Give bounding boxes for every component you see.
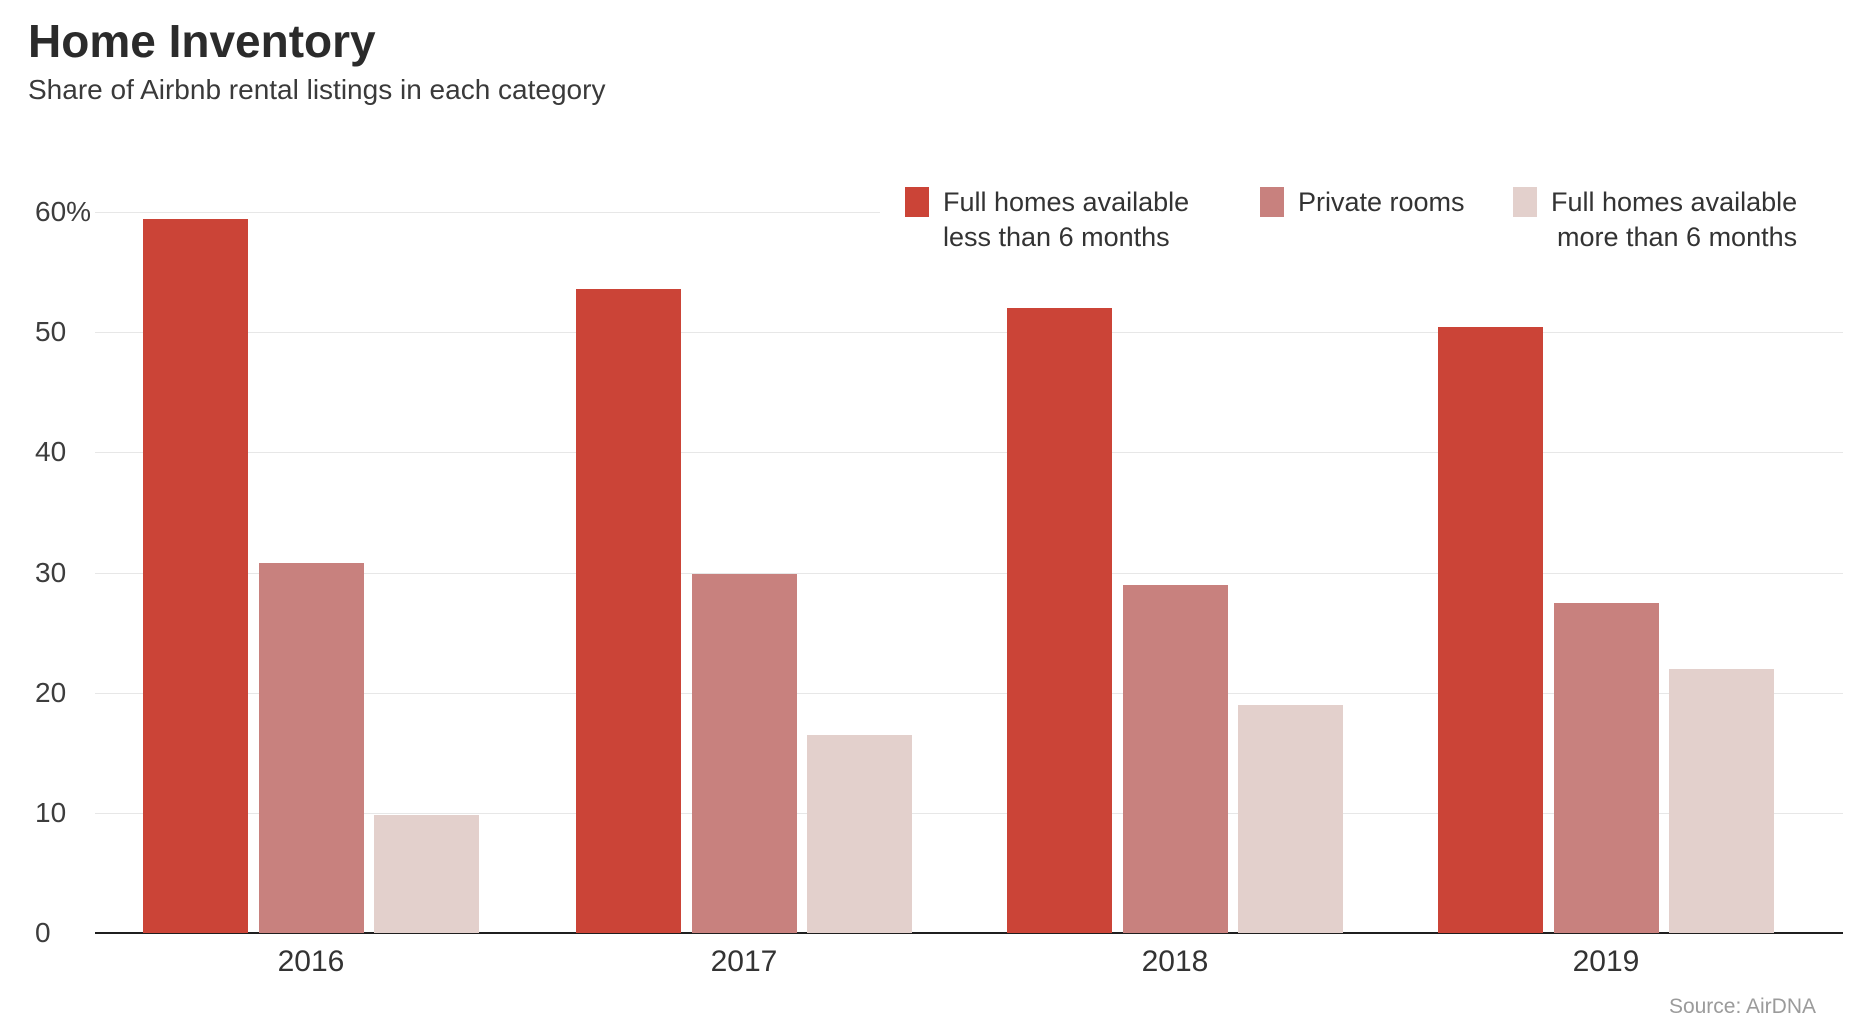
y-tick-label-60: 60% (35, 196, 92, 227)
y-tick-label-30: 30 (35, 556, 67, 588)
bar-2017-series-0 (576, 288, 681, 933)
bar-2019-series-2 (1669, 668, 1774, 933)
legend-item-full-homes-gt6: Full homes available more than 6 months (1513, 185, 1797, 255)
bar-2018-series-0 (1007, 308, 1112, 933)
bar-2017-series-1 (691, 573, 797, 933)
y-tick-label-40: 40 (35, 436, 67, 468)
x-axis-line (95, 932, 1843, 934)
y-tick-label-50: 50 (35, 316, 67, 348)
legend-item-full-homes-lt6: Full homes available less than 6 months (905, 185, 1260, 255)
x-axis-label-2019: 2019 (1572, 945, 1640, 978)
legend-label-full-homes-lt6: Full homes available less than 6 months (943, 185, 1189, 255)
legend-label-line: less than 6 months (943, 222, 1170, 252)
bar-2018-series-1 (1122, 584, 1228, 933)
bar-2016-series-2 (374, 815, 479, 933)
y-tick-label-20: 20 (35, 676, 67, 708)
legend-label-line: Full homes available (943, 187, 1190, 217)
gridline-10 (95, 812, 1843, 814)
legend: Full homes available less than 6 months … (905, 185, 1852, 255)
chart-subtitle: Share of Airbnb rental listings in each … (28, 74, 606, 105)
x-axis-label-2017: 2017 (710, 945, 778, 978)
bar-2018-series-2 (1238, 704, 1343, 933)
y-tick-label-10: 10 (35, 796, 67, 828)
legend-label-full-homes-gt6: Full homes available more than 6 months (1551, 185, 1797, 255)
gridline-20 (95, 692, 1843, 694)
gridline-50 (95, 332, 1843, 334)
legend-item-private-rooms: Private rooms (1260, 185, 1513, 220)
bar-2017-series-2 (807, 734, 912, 933)
bar-2016-series-0 (143, 219, 248, 933)
bar-2019-series-1 (1553, 602, 1659, 933)
legend-swatch-rose (1260, 187, 1284, 217)
gridline-30 (95, 572, 1843, 574)
bar-2019-series-0 (1438, 327, 1543, 933)
x-axis-label-2018: 2018 (1141, 945, 1209, 978)
legend-swatch-pink (1513, 187, 1537, 217)
legend-swatch-red (905, 187, 929, 217)
chart-title: Home Inventory (28, 15, 376, 67)
y-tick-label-0: 0 (35, 917, 51, 948)
bar-2016-series-1 (258, 562, 364, 933)
source-note: Source: AirDNA (1668, 995, 1816, 1018)
legend-label-line: Full homes available (1551, 187, 1798, 217)
legend-label-private-rooms: Private rooms (1298, 185, 1465, 220)
x-axis-label-2016: 2016 (277, 945, 345, 978)
gridline-40 (95, 452, 1843, 454)
gridline-60 (95, 212, 880, 213)
legend-label-line: Private rooms (1298, 187, 1465, 217)
legend-label-line: more than 6 months (1556, 222, 1798, 252)
